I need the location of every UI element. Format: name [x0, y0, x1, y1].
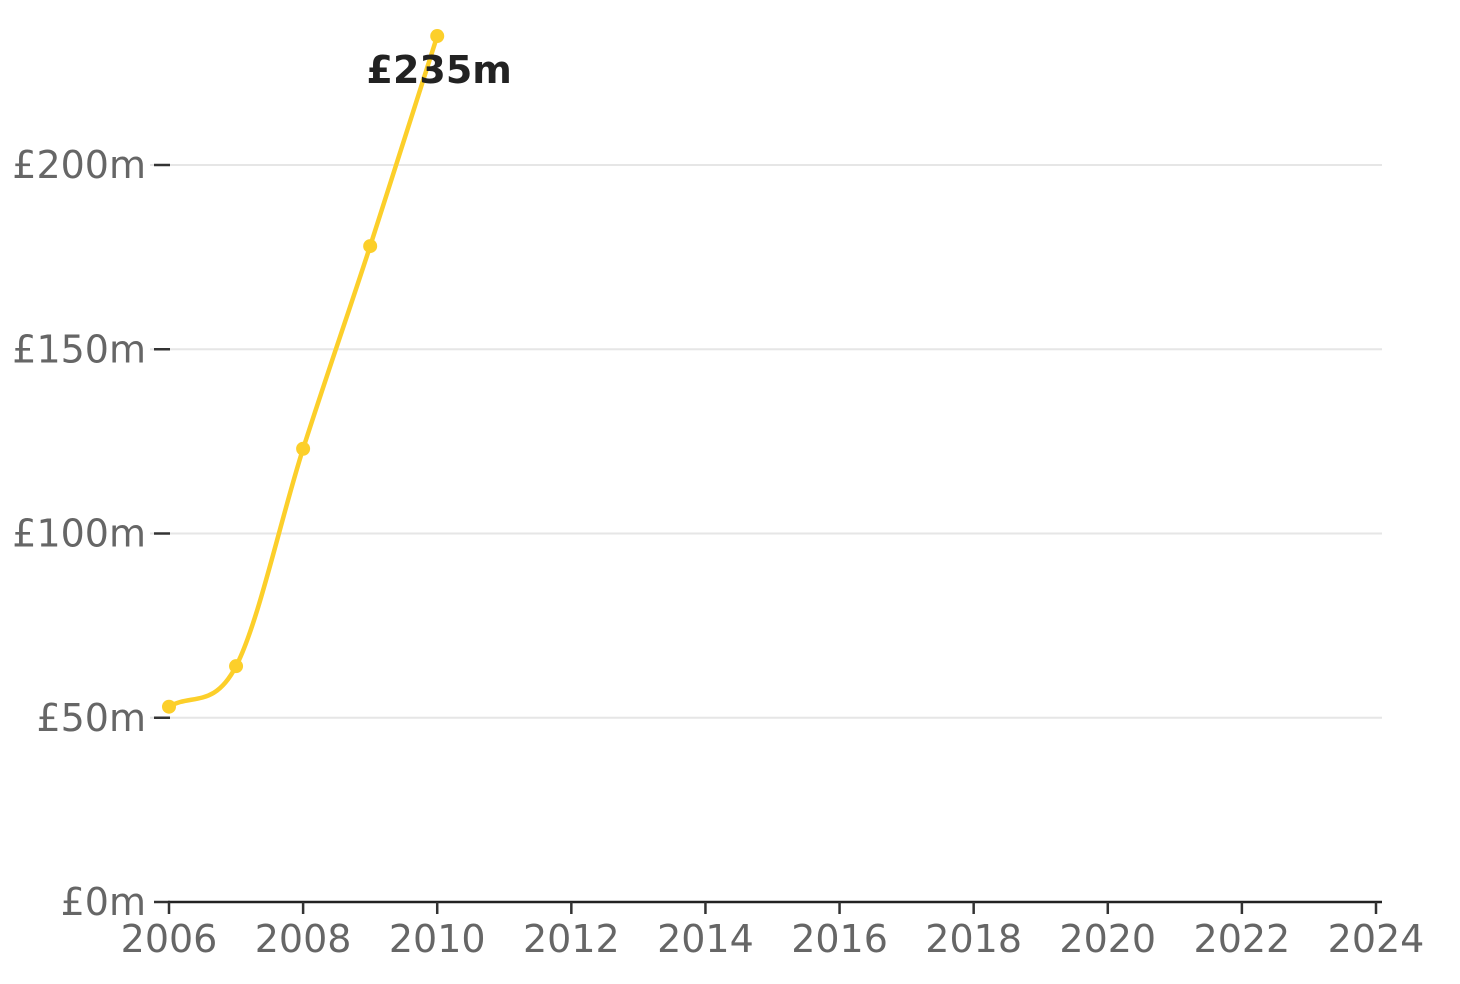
data-label: £235m	[367, 48, 512, 92]
y-tick-label: £150m	[12, 327, 146, 371]
x-tick-label: 2010	[389, 917, 486, 961]
series	[162, 29, 445, 714]
x-tick-label: 2008	[255, 917, 352, 961]
y-tick-label: £200m	[12, 143, 146, 187]
data-point	[229, 659, 244, 674]
axes: £0m £50m £100m £150m £200m 2006 2008 2010 2012 20…	[12, 143, 1424, 961]
y-tick-label: £0m	[61, 880, 146, 924]
data-point	[296, 441, 311, 456]
y-tick-label: £100m	[12, 512, 146, 556]
x-tick-label: 2006	[121, 917, 218, 961]
data-point	[363, 239, 378, 254]
x-tick-label: 2024	[1328, 917, 1425, 961]
y-tick-label: £50m	[36, 696, 146, 740]
x-tick-label: 2022	[1194, 917, 1291, 961]
annotations: £235m	[367, 48, 512, 92]
x-tick-label: 2016	[791, 917, 888, 961]
series-line	[166, 33, 440, 709]
x-tick-label: 2012	[523, 917, 620, 961]
x-tick-label: 2014	[657, 917, 754, 961]
gridlines	[150, 164, 1382, 719]
data-point	[162, 699, 176, 714]
x-tick-label: 2020	[1059, 917, 1156, 961]
x-tick-label: 2018	[925, 917, 1022, 961]
data-point	[430, 29, 445, 44]
